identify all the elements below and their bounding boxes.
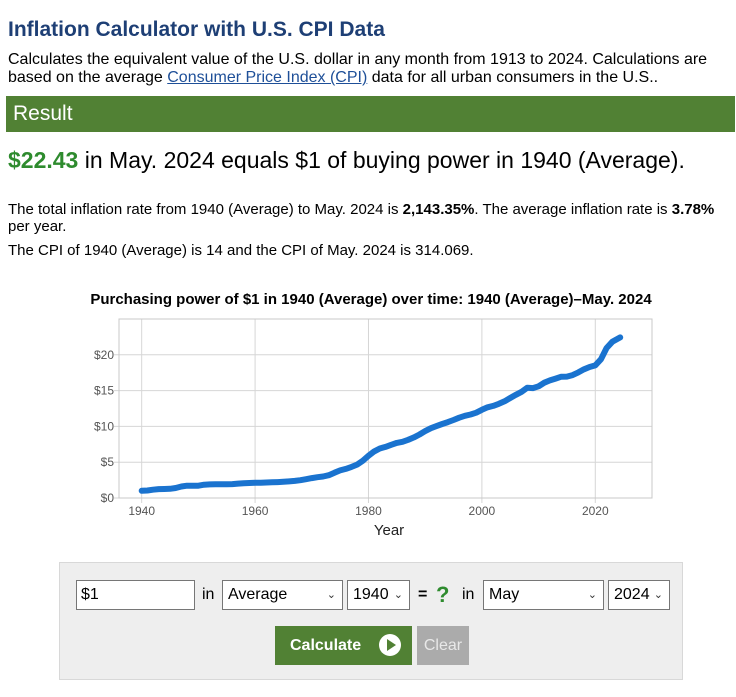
chevron-down-icon: ⌄: [587, 589, 597, 601]
chart-grid: [114, 319, 652, 503]
cpi-text: The CPI of 1940 (Average) is 14 and the …: [8, 242, 474, 259]
question-mark: ?: [436, 582, 450, 607]
x-tick-label: 2020: [582, 504, 609, 518]
year-to-value: 2024: [614, 586, 650, 603]
x-axis-label: Year: [374, 522, 404, 539]
rate-text-2: . The average inflation rate is: [474, 201, 672, 218]
y-axis: $0 $5 $10 $15 $20: [94, 348, 114, 505]
calculate-label: Calculate: [290, 637, 362, 654]
chevron-down-icon: ⌄: [653, 589, 663, 601]
x-axis: 1940 1960 1980 2000 2020: [128, 504, 609, 518]
y-tick-label: $15: [94, 384, 114, 398]
plot-area: [118, 318, 653, 499]
x-tick-label: 1940: [128, 504, 155, 518]
equals-sign: =: [418, 586, 428, 603]
y-tick-label: $0: [101, 491, 115, 505]
cpi-link[interactable]: Consumer Price Index (CPI): [167, 69, 368, 86]
in-label-to: in: [462, 586, 475, 603]
inflation-rate-text: The total inflation rate from 1940 (Aver…: [8, 201, 728, 235]
x-tick-label: 1960: [242, 504, 269, 518]
result-value: $22.43: [8, 147, 79, 173]
month-from-value: Average: [228, 586, 288, 603]
year-from-value: 1940: [353, 586, 389, 603]
in-label-from: in: [202, 586, 215, 603]
y-tick-label: $5: [101, 455, 115, 469]
rate-text-1: The total inflation rate from 1940 (Aver…: [8, 201, 403, 218]
amount-input[interactable]: [76, 580, 195, 610]
x-tick-label: 1980: [355, 504, 382, 518]
page-title: Inflation Calculator with U.S. CPI Data: [8, 18, 385, 41]
chevron-down-icon: ⌄: [326, 589, 336, 601]
rate-text-3: per year.: [8, 218, 67, 235]
month-to-value: May: [489, 586, 520, 603]
calculate-button[interactable]: Calculate: [275, 626, 412, 665]
y-tick-label: $20: [94, 348, 114, 362]
clear-button[interactable]: Clear: [417, 626, 469, 665]
month-from-select[interactable]: Average ⌄: [222, 580, 343, 610]
result-header: Result: [6, 96, 735, 132]
purchasing-power-line: [138, 334, 624, 494]
intro-text: Calculates the equivalent value of the U…: [8, 51, 728, 87]
chevron-down-icon: ⌄: [393, 589, 403, 601]
chart-title: Purchasing power of $1 in 1940 (Average)…: [90, 291, 652, 308]
total-inflation-rate: 2,143.35%: [402, 201, 475, 218]
purchasing-power-chart: Purchasing power of $1 in 1940 (Average)…: [90, 291, 653, 539]
x-tick-label: 2000: [469, 504, 496, 518]
result-details: The total inflation rate from 1940 (Aver…: [8, 201, 728, 266]
result-statement-text: in May. 2024 equals $1 of buying power i…: [78, 147, 685, 173]
intro-text-end: data for all urban consumers in the U.S.…: [367, 69, 659, 86]
play-icon: [379, 634, 401, 656]
year-from-select[interactable]: 1940 ⌄: [347, 580, 410, 610]
result-statement: $22.43 in May. 2024 equals $1 of buying …: [8, 146, 685, 174]
calculator-form: in Average⌄ 1940⌄ = ? in May⌄ 2024⌄ Calc…: [59, 562, 683, 680]
y-tick-label: $10: [94, 419, 114, 433]
average-inflation-rate: 3.78%: [671, 201, 715, 218]
month-to-select[interactable]: May ⌄: [483, 580, 604, 610]
year-to-select[interactable]: 2024 ⌄: [608, 580, 670, 610]
chart-series: [138, 334, 624, 494]
intro-text-start: Calculates the equivalent value of the U…: [8, 51, 708, 86]
